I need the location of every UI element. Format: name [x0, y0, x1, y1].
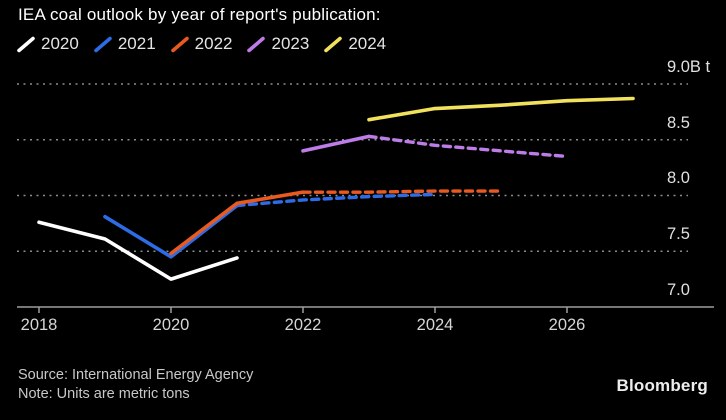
line-swatch-icon [17, 36, 35, 52]
y-axis-tick-label: 7.0 [667, 281, 690, 299]
legend-item-2024: 2024 [323, 34, 386, 54]
y-axis-tick-label: 8.0 [667, 169, 690, 187]
x-axis-tick-label: 2026 [548, 316, 586, 334]
chart-title: IEA coal outlook by year of report's pub… [18, 5, 381, 24]
x-axis-tick-label: 2018 [20, 316, 58, 334]
legend-item-2020: 2020 [16, 34, 79, 54]
legend-label: 2024 [348, 34, 387, 53]
series-line-2022 [169, 190, 305, 256]
plot-area [17, 83, 714, 313]
y-axis-tick-label: 9.0B t [667, 58, 711, 76]
series-line-2021 [103, 203, 239, 259]
legend-item-2022: 2022 [170, 34, 233, 54]
x-axis-tick-label: 2022 [284, 316, 322, 334]
line-swatch-icon [170, 36, 189, 52]
x-axis-tick-label: 2020 [152, 316, 190, 334]
source-line: Source: International Energy Agency [18, 367, 254, 383]
source-note: Source: International Energy Agency Note… [18, 366, 253, 404]
legend-label: 2021 [117, 34, 156, 53]
series-line-dashed-2021 [235, 192, 437, 208]
line-swatch-icon [94, 36, 112, 52]
x-axis-tick-label: 2024 [416, 316, 454, 334]
y-axis-tick-label: 8.5 [667, 114, 690, 132]
series-line-2024 [367, 96, 635, 122]
y-axis-tick-label: 7.5 [667, 225, 690, 243]
bloomberg-logo: Bloomberg [616, 376, 708, 395]
legend-item-2021: 2021 [93, 34, 156, 54]
series-line-dashed-2023 [367, 134, 569, 159]
series-line-2020 [37, 220, 239, 281]
line-swatch-icon [247, 36, 266, 52]
legend-item-2023: 2023 [246, 34, 309, 54]
note-line: Note: Units are metric tons [18, 386, 190, 402]
series-line-dashed-2022 [301, 189, 503, 194]
line-swatch-icon [324, 36, 343, 52]
legend-label: 2020 [41, 34, 79, 53]
series-line-2023 [301, 134, 371, 153]
legend-label: 2023 [271, 34, 310, 53]
legend: 2020 2021 2022 2023 2024 [16, 34, 400, 54]
legend-label: 2022 [194, 34, 233, 53]
